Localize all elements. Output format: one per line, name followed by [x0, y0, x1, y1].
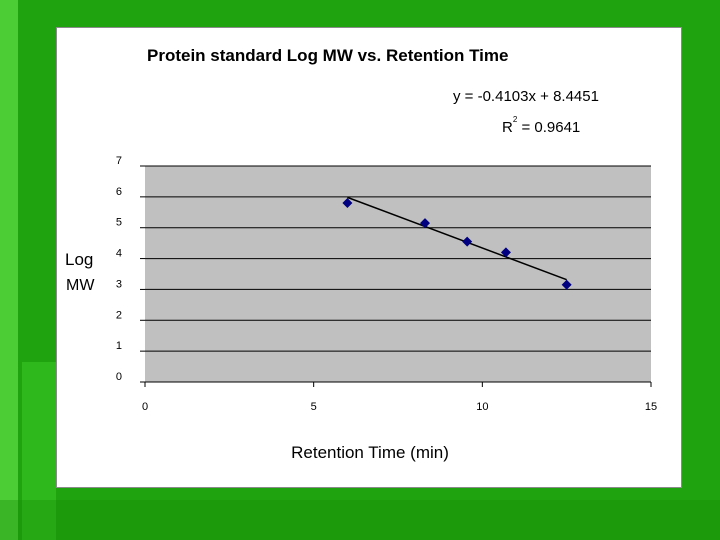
y-tick-label-5: 5	[116, 217, 122, 229]
background-stripe-bottom	[0, 500, 720, 540]
r-squared-sup: 2	[513, 115, 518, 124]
y-tick-label-0: 0	[116, 371, 122, 383]
x-axis-label: Retention Time (min)	[291, 443, 449, 462]
svg-text:R2 = 0.9641: R2 = 0.9641	[502, 115, 580, 136]
data-points	[342, 198, 572, 290]
data-point-2	[419, 218, 430, 229]
x-tick-label-0: 0	[142, 401, 148, 413]
axes	[144, 381, 652, 387]
y-axis-label-line-2: MW	[66, 277, 95, 294]
x-tick-label-10: 10	[476, 401, 488, 413]
x-tick-labels: 0 5 10 15	[142, 401, 657, 413]
chart-title: Protein standard Log MW vs. Retention Ti…	[147, 46, 508, 65]
y-tick-label-6: 6	[116, 186, 122, 198]
x-tick-label-5: 5	[311, 401, 317, 413]
y-tick-label-4: 4	[116, 248, 122, 260]
y-tick-label-3: 3	[116, 278, 122, 290]
y-tick-label-1: 1	[116, 340, 122, 352]
y-axis-label-line-1: Log	[65, 250, 93, 269]
r-squared-label: R2 = 0.9641	[502, 115, 580, 136]
scatter-chart: Protein standard Log MW vs. Retention Ti…	[65, 46, 657, 462]
r-squared-suffix: = 0.9641	[517, 119, 580, 136]
data-point-5	[561, 279, 572, 290]
background-stripe-left	[0, 0, 18, 540]
trendline	[347, 196, 567, 281]
y-tick-labels: 0 1 2 3 4 5 6 7	[116, 155, 122, 383]
y-tick-label-2: 2	[116, 309, 122, 321]
gridlines	[140, 165, 651, 383]
y-tick-label-7: 7	[116, 155, 122, 167]
background-stripe-lower-left	[22, 362, 56, 540]
chart-frame: Protein standard Log MW vs. Retention Ti…	[56, 27, 682, 488]
data-point-3	[462, 236, 473, 247]
data-point-1	[342, 198, 353, 209]
plot-area	[145, 166, 651, 382]
y-axis-label: Log MW	[65, 250, 95, 294]
x-tick-label-15: 15	[645, 401, 657, 413]
trendline-group	[347, 196, 567, 281]
trendline-equation: y = -0.4103x + 8.4451	[453, 88, 599, 105]
r-squared-prefix: R	[502, 119, 513, 136]
data-point-4	[500, 247, 511, 258]
